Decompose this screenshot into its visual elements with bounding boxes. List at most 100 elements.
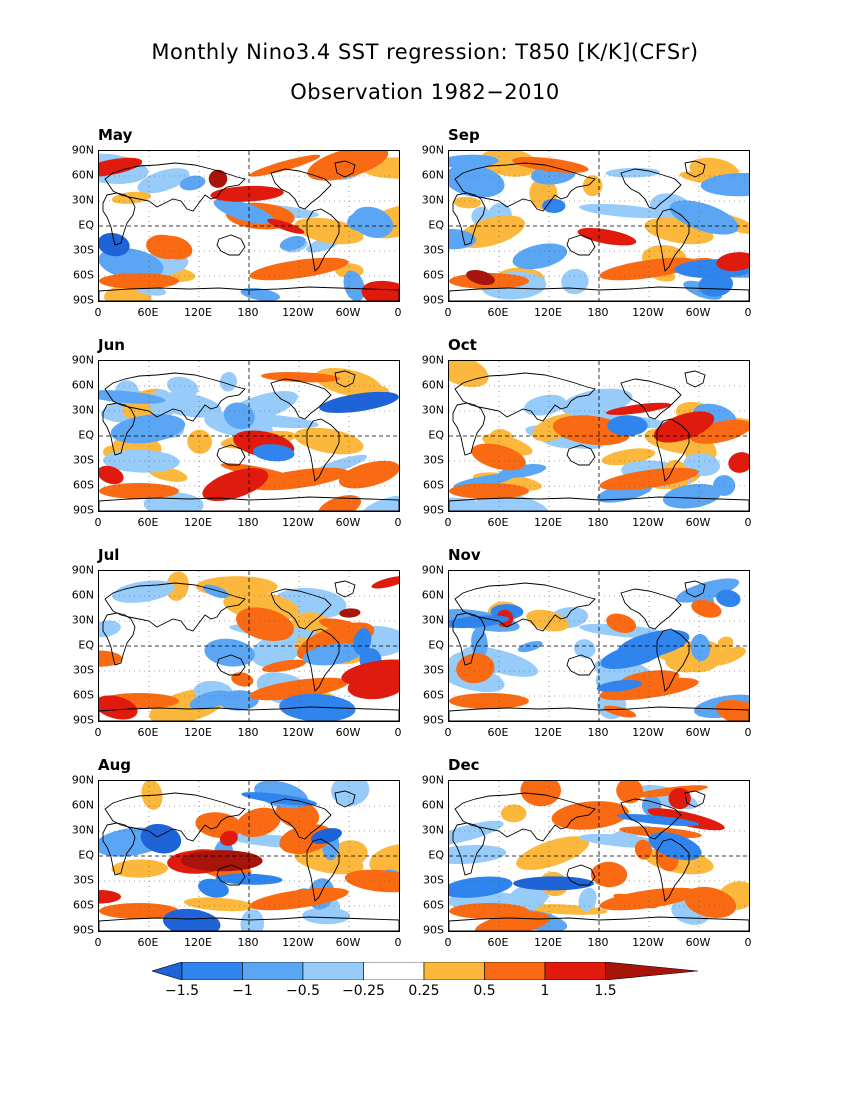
lon-tick-label: 0 xyxy=(394,516,402,529)
lon-tick-label: 0 xyxy=(444,306,452,319)
contour-region xyxy=(137,168,190,194)
lat-tick-label: 60S xyxy=(423,268,444,282)
lat-tick-label: 60N xyxy=(421,378,444,392)
colorbar-tick-label: 1.5 xyxy=(594,983,617,999)
contour-region xyxy=(156,235,193,260)
contour-region xyxy=(99,903,179,919)
map-panel-nov: Nov 90N 60N 30N EQ 30S 60S 90S 0 60E 120E 180 120W 60… xyxy=(422,546,752,739)
contour-region xyxy=(453,196,482,209)
coastline xyxy=(454,162,596,212)
contour-region xyxy=(339,608,361,618)
panel-month-label: Dec xyxy=(448,756,480,774)
coastline xyxy=(656,208,690,272)
coastline xyxy=(656,418,690,482)
contour-region xyxy=(165,571,189,601)
lon-tick-label: 0 xyxy=(94,726,102,739)
contour-region xyxy=(471,627,488,659)
lon-tick-label: 60E xyxy=(487,936,509,949)
map-plot-area xyxy=(98,570,400,722)
contour-region xyxy=(449,228,477,250)
longitude-axis: 0 60E 120E 180 120W 60W 0 xyxy=(94,726,402,740)
contour-region xyxy=(249,887,349,911)
contour-region xyxy=(690,633,711,662)
colorbar-tick-label: 0.25 xyxy=(408,983,440,999)
colorbar-segment xyxy=(363,962,425,980)
contour-region xyxy=(353,628,372,655)
lat-tick-label: 60N xyxy=(421,798,444,812)
contour-region xyxy=(590,861,628,888)
map-plot-area xyxy=(98,780,400,932)
lon-tick-label: 60W xyxy=(685,726,711,739)
contour-region xyxy=(240,909,265,931)
contour-region xyxy=(351,206,394,238)
contour-region xyxy=(204,638,255,667)
lon-tick-label: 180 xyxy=(237,306,259,319)
lon-tick-label: 0 xyxy=(744,516,752,529)
longitude-axis: 0 60E 120E 180 120W 60W 0 xyxy=(95,306,402,320)
coastline xyxy=(620,168,682,210)
lat-tick-label: 90S xyxy=(73,293,94,307)
regression-map xyxy=(449,571,749,721)
contour-region xyxy=(607,415,648,436)
lon-tick-label: 60W xyxy=(685,516,711,529)
contour-region xyxy=(231,672,254,687)
coastline xyxy=(306,208,340,272)
coastline xyxy=(452,192,486,246)
coastline xyxy=(99,916,399,931)
lon-tick-label: 120E xyxy=(534,726,562,739)
contour-region xyxy=(249,154,321,177)
coastline xyxy=(454,372,596,422)
lat-tick-label: 30N xyxy=(421,823,444,837)
contour-region xyxy=(507,883,549,912)
lat-tick-label: 60S xyxy=(73,268,94,282)
contour-region xyxy=(331,781,370,807)
contour-region xyxy=(516,836,590,870)
coastline xyxy=(102,822,136,876)
contour-region xyxy=(542,198,566,214)
lon-tick-label: 60E xyxy=(487,726,509,739)
contour-region xyxy=(219,830,238,846)
lon-tick-label: 0 xyxy=(394,936,402,949)
lon-tick-label: 180 xyxy=(587,516,609,529)
colorbar-segment xyxy=(181,962,243,980)
contour-region xyxy=(302,643,364,666)
contour-region xyxy=(302,907,351,925)
coastline xyxy=(566,234,596,256)
lat-tick-label: 60S xyxy=(73,478,94,492)
lat-tick-label: EQ xyxy=(78,218,94,232)
contour-region xyxy=(99,650,123,667)
contour-region xyxy=(449,903,529,919)
contour-region xyxy=(500,804,527,823)
contour-region xyxy=(99,465,124,485)
lon-tick-label: 0 xyxy=(744,306,752,319)
contour-region xyxy=(700,172,749,197)
coastline xyxy=(454,582,596,632)
contour-region xyxy=(341,659,399,686)
latitude-axis: 90N 60N 30N EQ 30S 60S 90S xyxy=(58,144,94,307)
coastline xyxy=(452,402,486,456)
coastline xyxy=(452,612,486,666)
lon-tick-label: 0 xyxy=(444,516,452,529)
lon-tick-label: 0 xyxy=(394,306,402,319)
contour-region xyxy=(103,449,180,473)
coastline xyxy=(684,370,706,388)
coastline xyxy=(684,160,706,178)
lat-tick-label: 90S xyxy=(73,923,94,937)
coastline xyxy=(684,790,706,808)
contour-region xyxy=(449,154,499,169)
contour-region xyxy=(449,164,505,198)
map-plot-area xyxy=(98,360,400,512)
latitude-axis: 90N 60N 30N EQ 30S 60S 90S xyxy=(58,354,94,517)
lon-tick-label: 180 xyxy=(237,936,259,949)
coastline xyxy=(216,654,246,676)
lat-tick-label: 60N xyxy=(71,588,94,602)
lon-tick-label: 120W xyxy=(282,726,314,739)
map-plot-area xyxy=(448,150,750,302)
lat-tick-label: 60N xyxy=(71,378,94,392)
lon-tick-label: 0 xyxy=(444,726,452,739)
contour-region xyxy=(361,280,399,301)
contour-region xyxy=(236,807,281,838)
latitude-axis: 90N 60N 30N EQ 30S 60S 90S xyxy=(408,564,444,727)
contour-region xyxy=(582,175,603,197)
contour-region xyxy=(202,584,229,599)
